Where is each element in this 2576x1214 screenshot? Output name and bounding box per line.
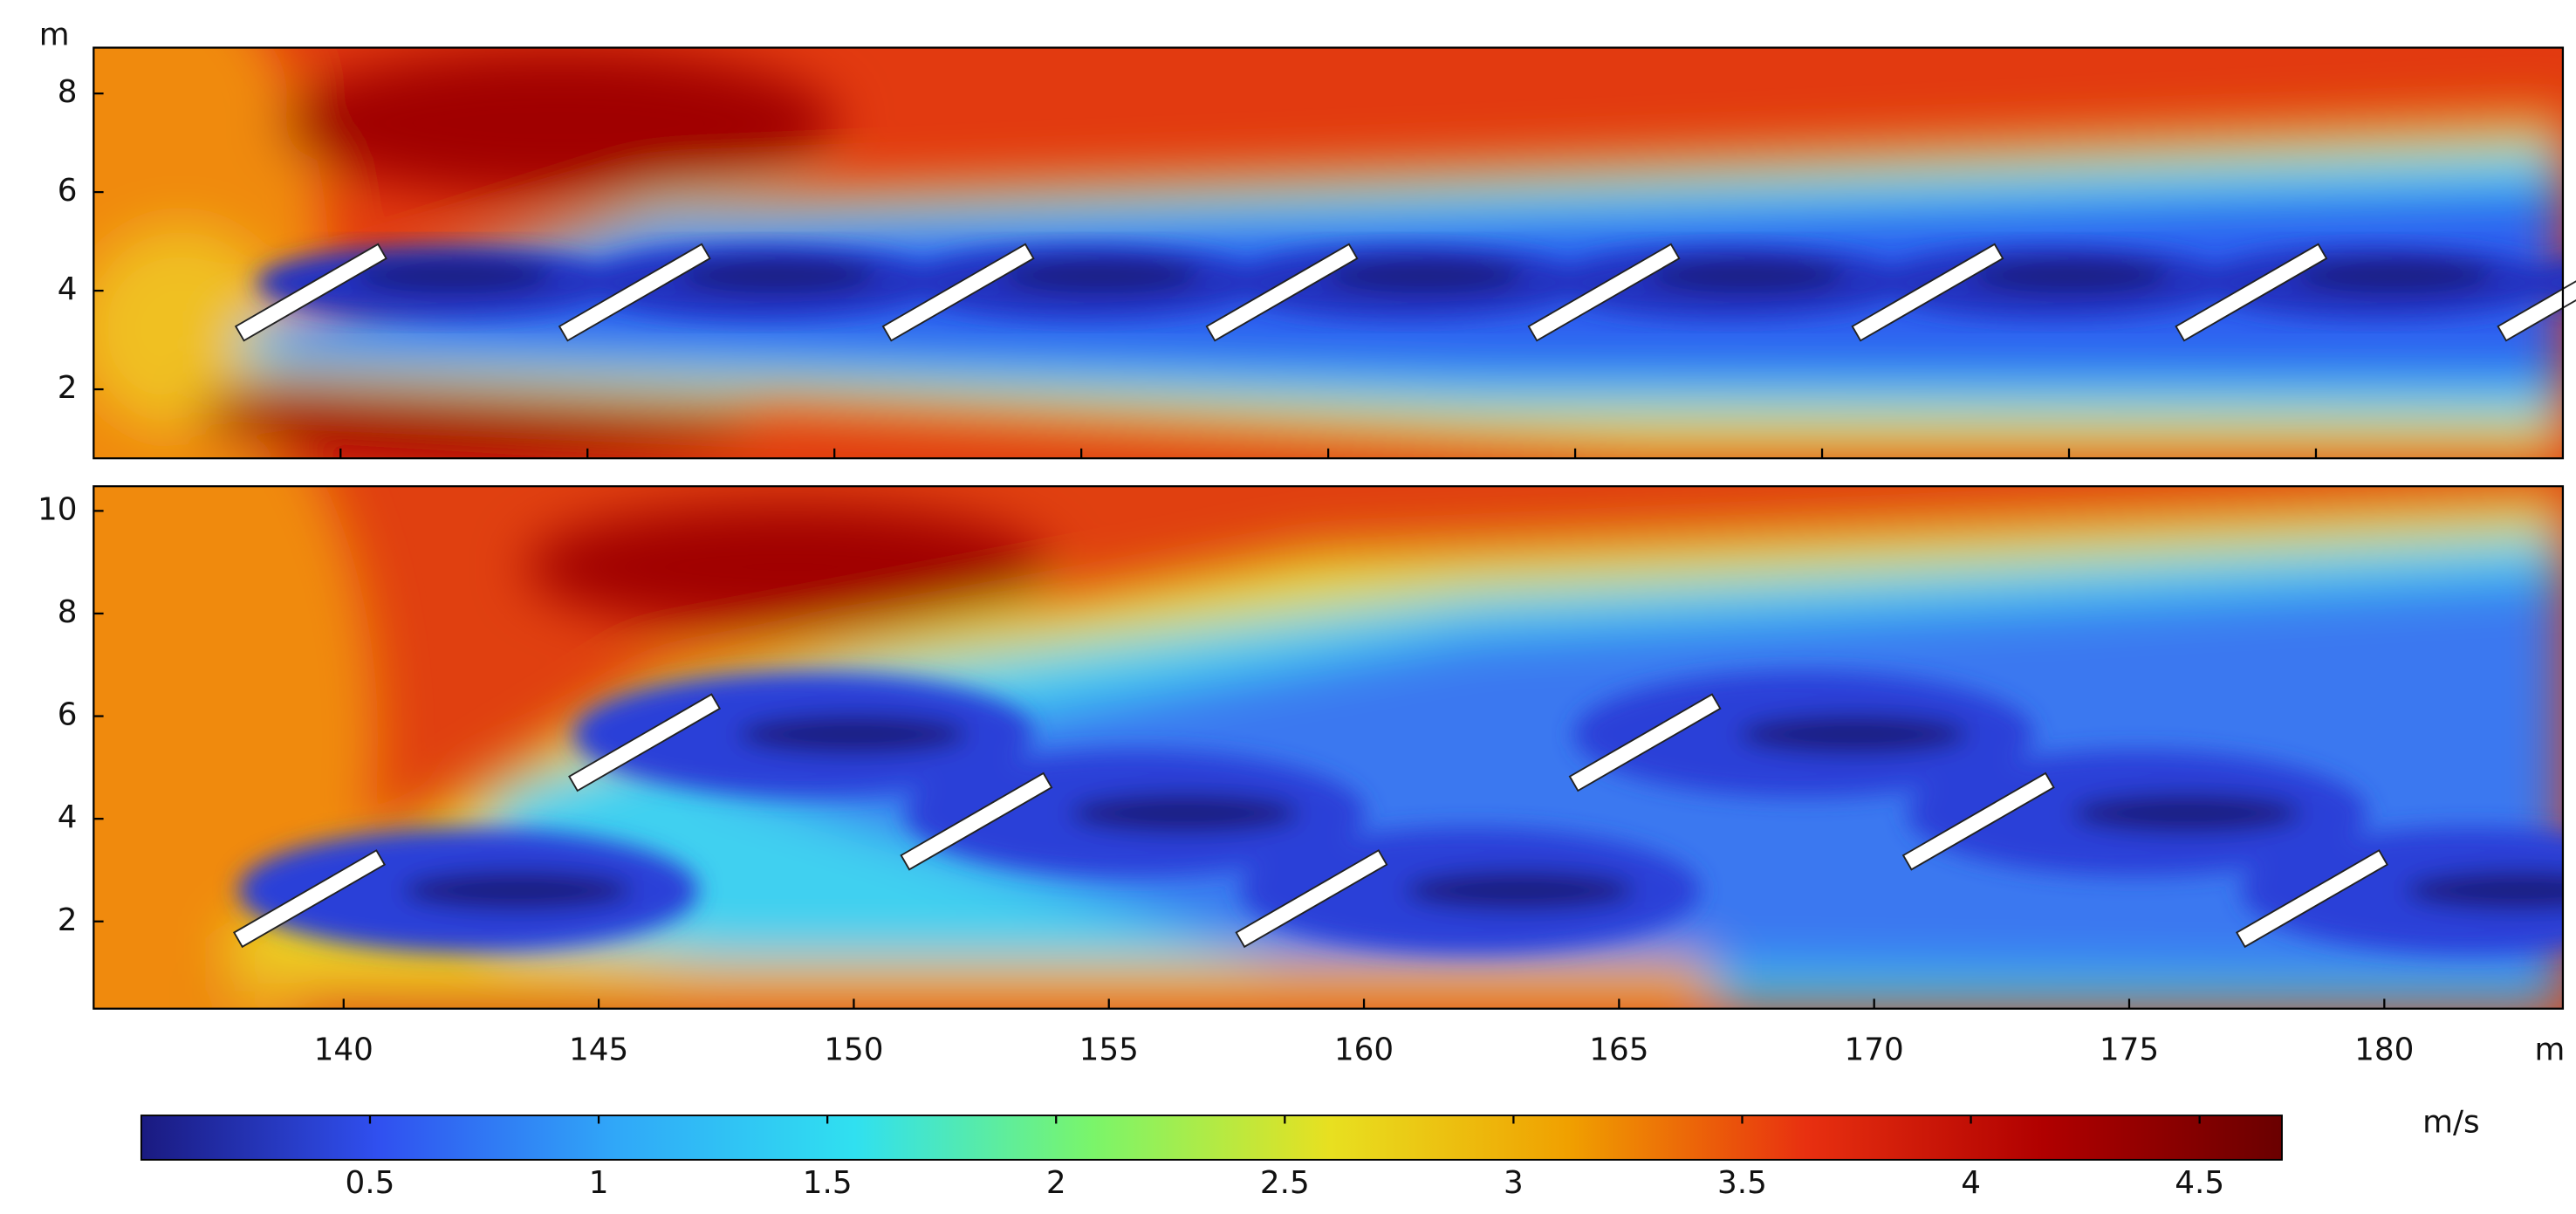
- colorbar-tick-label: 4.5: [2175, 1165, 2224, 1201]
- y-tick-label: 8: [58, 74, 78, 110]
- colorbar-tick-label: 2.5: [1260, 1165, 1310, 1201]
- wake: [1737, 714, 1969, 754]
- y-tick-label: 6: [58, 173, 78, 209]
- plate: [900, 772, 1053, 871]
- colorbar-tick-label: 1: [589, 1165, 609, 1201]
- wake: [354, 259, 552, 293]
- wake: [1002, 259, 1200, 293]
- x-tick-label: 160: [1334, 1032, 1394, 1068]
- y-tick-label: 4: [58, 799, 78, 835]
- x-tick-label: 180: [2354, 1032, 2414, 1068]
- plate: [2175, 243, 2328, 342]
- x-tick-label: 140: [314, 1032, 373, 1068]
- wake: [1971, 259, 2169, 293]
- wake: [1069, 793, 1300, 833]
- x-tick-label: 150: [824, 1032, 883, 1068]
- field-bottom: [93, 486, 2563, 1009]
- colorbar-tick-label: 3.5: [1717, 1165, 1767, 1201]
- field-top: [93, 47, 2563, 459]
- colorbar-tick-label: 3: [1504, 1165, 1524, 1201]
- y-tick-label: 8: [58, 594, 78, 630]
- wake: [1648, 259, 1846, 293]
- y-tick-label: 2: [58, 370, 78, 406]
- plate: [1205, 243, 1359, 342]
- colorbar-tick-label: 1.5: [803, 1165, 853, 1201]
- y-tick-label: 2: [58, 902, 78, 938]
- plate: [232, 849, 387, 949]
- wake: [2405, 870, 2563, 910]
- plate: [1851, 243, 2004, 342]
- x-tick-label: 145: [569, 1032, 628, 1068]
- plate: [558, 243, 711, 342]
- x-tick-label: 155: [1079, 1032, 1139, 1068]
- colorbar-tick-label: 4: [1961, 1165, 1981, 1201]
- x-tick-label: 165: [1589, 1032, 1648, 1068]
- x-unit: m: [2534, 1032, 2565, 1068]
- wake: [678, 259, 876, 293]
- wake: [2295, 259, 2492, 293]
- wake: [1326, 259, 1524, 293]
- plate: [1527, 243, 1681, 342]
- colorbar-label: m/s: [2422, 1104, 2480, 1140]
- plate: [1901, 772, 2055, 871]
- x-tick-label: 170: [1845, 1032, 1904, 1068]
- wake: [1404, 870, 1635, 910]
- y-unit: m: [39, 17, 70, 52]
- y-tick-label: 4: [58, 271, 78, 307]
- plate: [2235, 849, 2388, 949]
- plate: [568, 693, 722, 792]
- y-tick-label: 6: [58, 697, 78, 733]
- wake: [402, 870, 633, 910]
- colorbar-tick-label: 2: [1046, 1165, 1066, 1201]
- plate: [2497, 243, 2576, 342]
- plate: [881, 243, 1035, 342]
- x-tick-label: 175: [2100, 1032, 2159, 1068]
- colorbar: [140, 1115, 2283, 1161]
- wake: [2072, 793, 2302, 833]
- frame: [92, 485, 2565, 1010]
- plate: [1235, 849, 1388, 949]
- plates: [232, 243, 2576, 949]
- y-tick-label: 10: [38, 491, 78, 527]
- wake: [2241, 827, 2563, 953]
- plate: [234, 243, 387, 342]
- plate: [1568, 693, 1722, 792]
- wake: [737, 714, 968, 754]
- colorbar-tick-label: 0.5: [346, 1165, 395, 1201]
